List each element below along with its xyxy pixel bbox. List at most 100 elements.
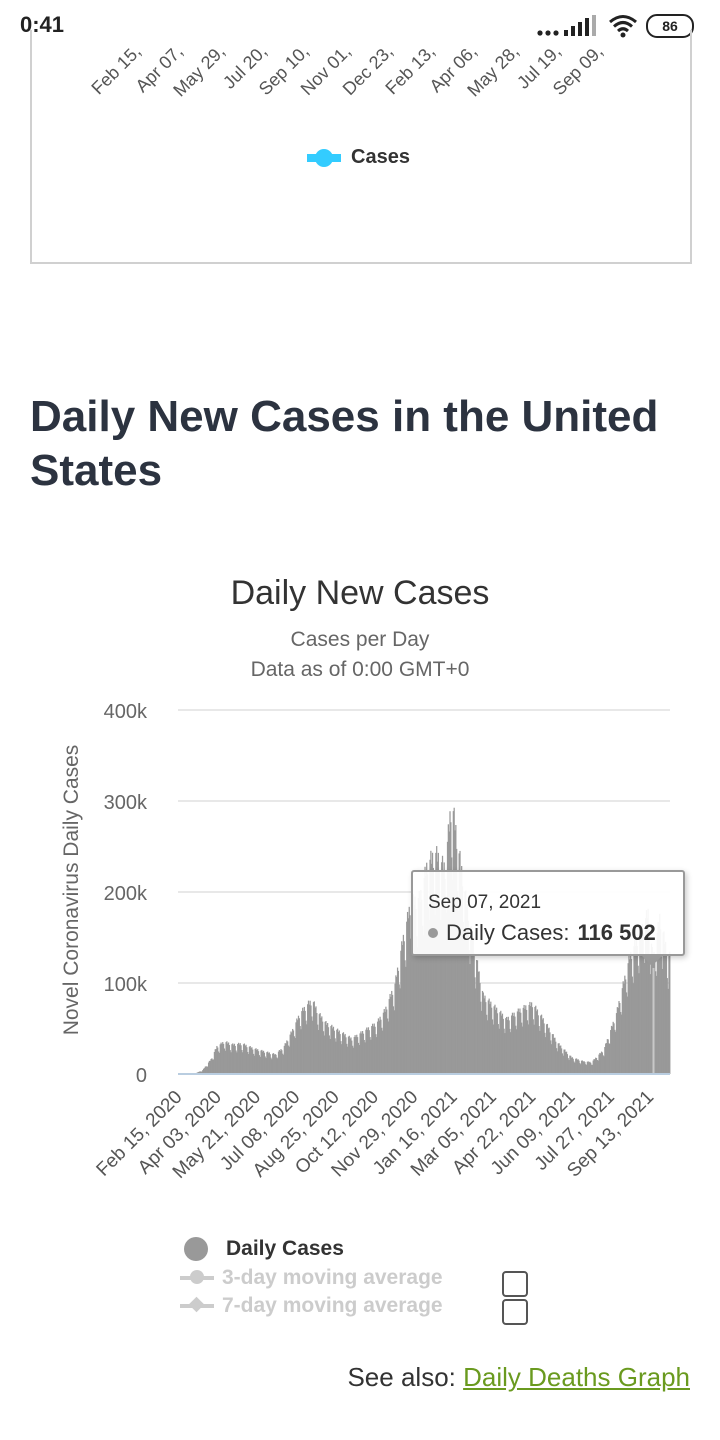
bar: [433, 901, 435, 1074]
bar: [219, 1044, 221, 1074]
bar: [384, 1011, 386, 1074]
bar: [388, 999, 390, 1074]
bar: [563, 1049, 565, 1074]
bar: [402, 934, 405, 1074]
bar: [241, 1050, 243, 1074]
bar: [459, 850, 461, 1074]
bar: [558, 1043, 560, 1074]
bar: [648, 928, 650, 1074]
bar: [602, 1055, 604, 1074]
bar: [480, 1001, 482, 1074]
bar: [580, 1064, 582, 1074]
bar: [650, 943, 653, 1074]
bar: [284, 1043, 286, 1074]
bar: [217, 1047, 219, 1074]
bar: [502, 1018, 504, 1074]
bar: [412, 894, 415, 1074]
bar: [404, 960, 406, 1074]
bar: [520, 1022, 523, 1074]
bar: [554, 1037, 556, 1074]
bar: [439, 905, 441, 1074]
bar: [547, 1028, 549, 1074]
bar: [335, 1041, 337, 1074]
bar: [470, 926, 472, 1074]
bar: [530, 1002, 533, 1074]
bar: [481, 990, 484, 1074]
bar: [300, 1029, 302, 1074]
daily-deaths-graph-link[interactable]: Daily Deaths Graph: [463, 1362, 690, 1392]
bar: [403, 941, 405, 1074]
bar: [540, 1014, 543, 1074]
bar: [347, 1036, 350, 1074]
bar: [546, 1023, 549, 1074]
bar: [257, 1049, 259, 1074]
bar: [647, 908, 649, 1074]
bar: [231, 1044, 233, 1074]
bar: [616, 1007, 618, 1074]
bar: [468, 950, 470, 1074]
bar: [645, 918, 647, 1074]
bar: [556, 1051, 559, 1074]
bar: [383, 1009, 385, 1074]
bar: [401, 941, 403, 1074]
bar: [550, 1044, 553, 1074]
bar: [555, 1048, 558, 1074]
bar: [628, 955, 630, 1074]
bar: [566, 1054, 569, 1074]
bar: [377, 1018, 380, 1074]
bar: [279, 1050, 281, 1074]
bar: [399, 988, 401, 1074]
bar: [338, 1030, 340, 1074]
bar: [351, 1045, 354, 1074]
bar: [495, 1009, 497, 1074]
bar: [596, 1060, 598, 1074]
bar: [633, 946, 635, 1074]
bar: [535, 1005, 537, 1074]
bar: [620, 1012, 622, 1074]
bar: [272, 1053, 275, 1074]
bar: [595, 1058, 598, 1074]
bar: [371, 1023, 374, 1074]
ma3-checkbox[interactable]: [502, 1271, 528, 1297]
bar: [325, 1021, 327, 1074]
legend-daily-cases[interactable]: Daily Cases: [180, 1237, 344, 1261]
tooltip-series-label: Daily Cases:: [446, 920, 570, 945]
bar: [386, 1009, 388, 1074]
bar: [446, 912, 448, 1074]
bar: [595, 1057, 597, 1074]
bar: [622, 981, 624, 1074]
bar: [605, 1043, 607, 1074]
bar: [422, 935, 425, 1074]
bar: [649, 958, 651, 1074]
bar: [445, 904, 447, 1074]
legend-3day-ma[interactable]: 3-day moving average: [180, 1266, 443, 1290]
bar: [244, 1045, 246, 1074]
bar: [482, 992, 484, 1074]
bar: [484, 995, 486, 1074]
bar: [345, 1037, 347, 1074]
bar: [506, 1016, 508, 1074]
bar: [506, 1019, 509, 1074]
bar: [381, 1027, 383, 1074]
bar: [457, 910, 459, 1074]
bar: [665, 955, 668, 1074]
bar: [625, 979, 627, 1074]
bar: [479, 983, 481, 1074]
bar: [362, 1033, 365, 1074]
bar: [275, 1054, 277, 1074]
bar: [326, 1024, 328, 1074]
bar: [513, 1012, 515, 1074]
bar: [346, 1046, 349, 1074]
ma7-checkbox[interactable]: [502, 1299, 528, 1325]
bar: [565, 1051, 568, 1074]
bar: [560, 1045, 562, 1074]
bar: [207, 1062, 210, 1074]
bar: [367, 1027, 370, 1074]
bar: [337, 1031, 340, 1074]
previous-chart-legend[interactable]: Cases: [307, 146, 410, 169]
bar: [478, 971, 480, 1074]
bar: [650, 974, 652, 1074]
legend-7day-ma[interactable]: 7-day moving average: [180, 1294, 443, 1318]
bar: [313, 1001, 315, 1074]
bar: [420, 889, 422, 1074]
